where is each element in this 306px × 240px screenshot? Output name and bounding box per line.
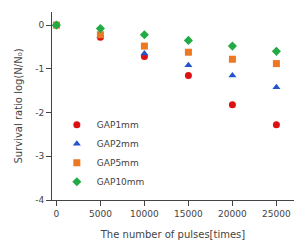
svg-text:-3: -3 bbox=[35, 151, 44, 161]
svg-text:10000: 10000 bbox=[130, 209, 159, 219]
svg-text:5000: 5000 bbox=[89, 209, 112, 219]
svg-text:0: 0 bbox=[54, 209, 60, 219]
svg-text:GAP1mm: GAP1mm bbox=[97, 120, 139, 130]
svg-text:GAP5mm: GAP5mm bbox=[97, 158, 139, 168]
svg-text:-1: -1 bbox=[35, 64, 44, 74]
svg-text:25000: 25000 bbox=[262, 209, 291, 219]
svg-text:The number of pulses[times]: The number of pulses[times] bbox=[100, 229, 246, 240]
svg-text:-4: -4 bbox=[35, 195, 44, 205]
svg-text:Survival ratio log(N/N₀): Survival ratio log(N/N₀) bbox=[13, 48, 24, 163]
svg-text:GAP2mm: GAP2mm bbox=[97, 139, 139, 149]
svg-text:20000: 20000 bbox=[218, 209, 247, 219]
svg-text:15000: 15000 bbox=[174, 209, 203, 219]
svg-text:0: 0 bbox=[38, 20, 44, 30]
svg-text:GAP10mm: GAP10mm bbox=[97, 177, 145, 187]
svg-text:-2: -2 bbox=[35, 108, 44, 118]
